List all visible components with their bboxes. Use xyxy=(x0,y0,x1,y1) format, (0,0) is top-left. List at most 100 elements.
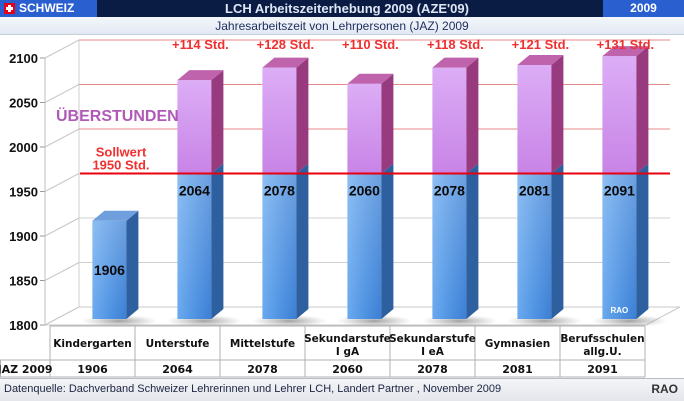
sollwert-value-label: 1950 Std. xyxy=(92,158,149,173)
bar-value-label: 1906 xyxy=(94,262,125,278)
overtime-label: +118 Std. xyxy=(427,37,484,52)
subtitle-bar: Jahresarbeitszeit von Lehrpersonen (JAZ)… xyxy=(0,17,684,35)
data-source: Datenquelle: Dachverband Schweizer Lehre… xyxy=(4,383,502,395)
year-badge: 2009 xyxy=(603,0,684,17)
x-category-label: Sekundarstufe xyxy=(389,333,476,345)
bar-overtime-side xyxy=(296,57,309,174)
bar-value-label: 2078 xyxy=(434,183,465,199)
x-category-label: allg.U. xyxy=(583,346,621,358)
swiss-flag-icon xyxy=(4,3,15,14)
table-value: 2081 xyxy=(502,363,533,376)
bar-value-label: 2064 xyxy=(179,183,210,199)
y-tick-label: 1850 xyxy=(9,274,38,289)
overtime-label: +128 Std. xyxy=(257,37,314,52)
y-tick-label: 1950 xyxy=(9,185,38,200)
y-tick-label: 1800 xyxy=(9,318,38,333)
bar-value-label: 2060 xyxy=(349,183,380,199)
x-category-label: Gymnasien xyxy=(485,338,550,350)
x-category-label: Mittelstufe xyxy=(230,338,295,350)
country-label: SCHWEIZ xyxy=(19,1,75,15)
bar-base-side xyxy=(211,163,224,319)
bar-chart: 1800 1850 1900 1950 2000 2050 2100 1906 2064 +11… xyxy=(9,37,681,333)
bar-base-side xyxy=(636,163,649,319)
gridline-depth xyxy=(44,39,80,59)
x-category-label: Kindergarten xyxy=(53,338,131,350)
y-tick-label: 2000 xyxy=(9,140,38,155)
table-value: 2078 xyxy=(247,363,278,376)
bar-group: 1906 xyxy=(81,210,158,327)
bar-overtime xyxy=(602,56,637,174)
bar-value-label: 2091 xyxy=(604,183,635,199)
overtime-label: +121 Std. xyxy=(512,37,569,52)
x-category-label: Berufsschulen xyxy=(560,333,644,345)
gridline-depth xyxy=(44,262,80,281)
gridline-depth xyxy=(44,128,80,148)
table-value: 1906 xyxy=(77,363,108,376)
bar-overtime-side xyxy=(381,73,394,174)
watermark-rao: RAO xyxy=(611,306,629,315)
y-tick-label: 2100 xyxy=(9,51,38,66)
bar-overtime xyxy=(347,83,382,174)
bar-overtime xyxy=(262,67,297,174)
table-row-label: JAZ 2009 xyxy=(0,363,53,376)
bar-group: 2081 +121 Std. xyxy=(506,37,583,327)
bar-group: 2091 +131 Std. RAO xyxy=(591,37,668,327)
bar-top xyxy=(92,210,139,221)
x-category-label: Unterstufe xyxy=(146,338,210,350)
bar-base-highlight xyxy=(347,173,382,319)
rao-label: RAO xyxy=(651,382,678,396)
bar-value-label: 2078 xyxy=(264,183,295,199)
bar-top xyxy=(177,70,224,81)
y-axis: 1800 1850 1900 1950 2000 2050 2100 xyxy=(9,51,46,333)
title-bar: SCHWEIZ LCH Arbeitszeiterhebung 2009 (AZ… xyxy=(0,0,684,17)
overtime-annotation: ÜBERSTUNDEN xyxy=(56,106,179,125)
overtime-label: +131 Std. xyxy=(597,37,654,52)
x-category-label: I gA xyxy=(336,346,360,358)
bar-base-side xyxy=(381,163,394,319)
overtime-label: +114 Std. xyxy=(172,37,229,52)
bar-top xyxy=(432,57,479,68)
sollwert-label: Sollwert xyxy=(96,145,147,160)
table-value: 2060 xyxy=(332,363,363,376)
bar-overtime-side xyxy=(551,55,564,174)
bar-top xyxy=(602,46,649,57)
bar-base-highlight xyxy=(92,220,127,319)
bar-base-highlight xyxy=(177,173,212,319)
table-value: 2091 xyxy=(587,363,618,376)
x-category-label: Sekundarstufe xyxy=(304,333,391,345)
gridline-depth xyxy=(44,217,80,237)
footer: Datenquelle: Dachverband Schweizer Lehre… xyxy=(0,378,684,401)
chart-subtitle: Jahresarbeitszeit von Lehrpersonen (JAZ)… xyxy=(215,19,469,33)
bar-group: 2078 +128 Std. xyxy=(251,37,328,327)
table-value: 2078 xyxy=(417,363,448,376)
bars: 1906 2064 +114 Std. 2078 +128 Std. 2060 +110 S… xyxy=(81,37,668,327)
bar-overtime xyxy=(177,80,212,174)
country-badge: SCHWEIZ xyxy=(0,0,97,17)
bar-top xyxy=(347,73,394,84)
gridline-depth xyxy=(44,173,80,192)
bar-overtime-side xyxy=(466,57,479,174)
bar-base-highlight xyxy=(432,173,467,319)
bar-top xyxy=(262,57,309,68)
bar-base-highlight xyxy=(602,173,637,319)
table-value: 2064 xyxy=(162,363,193,376)
bar-overtime xyxy=(432,67,467,174)
bar-group: 2078 +118 Std. xyxy=(421,37,498,327)
bar-base-highlight xyxy=(517,173,552,319)
bar-value-label: 2081 xyxy=(519,183,550,199)
bar-base-side xyxy=(126,210,139,319)
bar-base-side xyxy=(466,163,479,319)
overtime-label: +110 Std. xyxy=(342,37,399,52)
bar-base-highlight xyxy=(262,173,297,319)
bar-group: 2064 +114 Std. xyxy=(166,37,243,327)
bar-overtime xyxy=(517,65,552,174)
gridline-depth xyxy=(44,84,80,103)
data-table: JAZ 2009 Kindergarten 1906 Unterstufe 2064 Mi… xyxy=(0,325,646,378)
bar-base-side xyxy=(551,163,564,319)
bar-overtime-side xyxy=(636,46,649,174)
bar-base-side xyxy=(296,163,309,319)
bar-overtime-side xyxy=(211,70,224,174)
bar-group: 2060 +110 Std. xyxy=(336,37,413,327)
x-category-label: I eA xyxy=(421,346,445,358)
